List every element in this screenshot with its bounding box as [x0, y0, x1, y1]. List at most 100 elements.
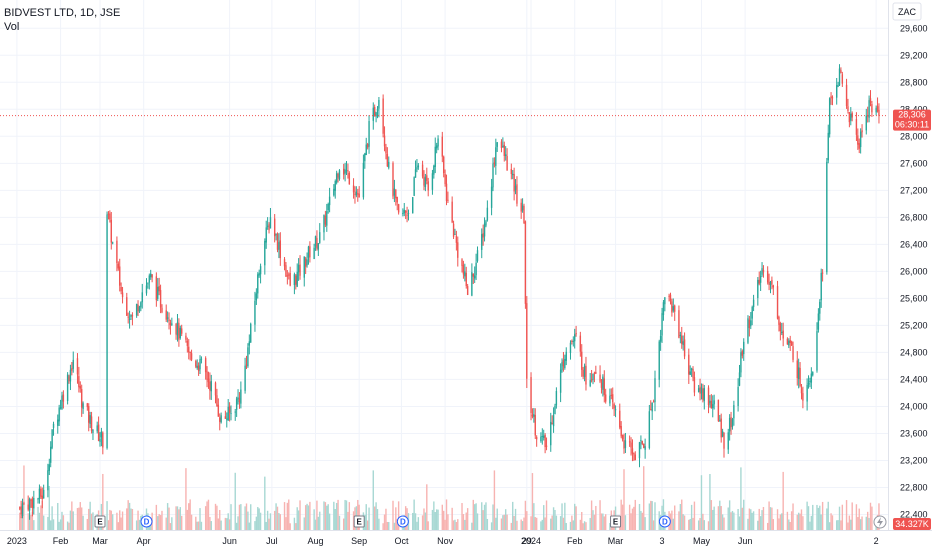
volume-bar [809, 521, 811, 530]
volume-bar [638, 503, 641, 530]
volume-bar [431, 509, 434, 530]
time-tick-label: 2 [874, 536, 879, 546]
candle-body [602, 376, 604, 390]
candle-body [679, 334, 682, 336]
candle-body [664, 297, 666, 305]
candle-body [503, 144, 505, 156]
volume-bar [92, 512, 94, 530]
volume-bar [416, 521, 418, 530]
candle-body [644, 446, 646, 450]
volume-bar [376, 509, 379, 530]
volume-bar [865, 516, 867, 530]
candle-body [382, 98, 384, 134]
candle-body [317, 243, 320, 250]
candle-body [219, 417, 221, 422]
candle-body [758, 279, 760, 284]
candle-body [565, 351, 567, 361]
candle-body [876, 106, 879, 112]
volume-bar [452, 520, 455, 530]
candle-body [185, 335, 187, 340]
candle-body [207, 378, 210, 383]
volume-bar [323, 501, 325, 530]
volume-bar [628, 504, 631, 530]
volume-bar [445, 499, 448, 530]
candle-body [90, 416, 93, 432]
candle-body [585, 365, 587, 385]
volume-bar [520, 519, 522, 530]
volume-bar [86, 518, 89, 530]
volume-legend-label[interactable]: Vol [4, 21, 20, 33]
volume-bar [342, 518, 345, 530]
candle-body [257, 274, 259, 294]
volume-bar [197, 521, 200, 530]
volume-bar [662, 499, 665, 530]
candle-body [161, 307, 163, 313]
candle-body [41, 495, 43, 500]
time-tick-label: Jun [738, 536, 753, 546]
price-tick-label: 22,400 [900, 509, 928, 519]
candle-body [457, 242, 459, 258]
volume-bar [602, 513, 604, 530]
candle-body [416, 167, 418, 170]
volume-bar [641, 512, 644, 530]
volume-bar [230, 504, 232, 530]
flash-icon[interactable] [873, 515, 887, 529]
volume-bar [461, 503, 463, 530]
volume-bar [392, 500, 394, 530]
volume-bar [210, 521, 212, 530]
time-tick-label: Oct [394, 536, 409, 546]
price-tick-label: 25,600 [900, 293, 928, 303]
candle-body [337, 173, 339, 178]
candle-body [555, 391, 558, 406]
earnings-marker[interactable]: E [353, 515, 365, 528]
price-axis-ticks[interactable]: 22,400 22,800 23,200 23,600 24,000 24,400 24,8… [900, 23, 928, 519]
volume-bar [674, 505, 676, 530]
volume-bar [682, 514, 684, 530]
volume-bar [524, 500, 527, 530]
volume-bar [90, 513, 93, 530]
candlesticks [19, 64, 880, 520]
earnings-marker[interactable]: E [610, 515, 622, 528]
price-tick-label: 28,000 [900, 131, 928, 141]
candle-body [633, 453, 635, 455]
volume-bar [50, 520, 52, 530]
candle-body [821, 272, 824, 274]
volume-bar [476, 513, 479, 530]
earnings-marker[interactable]: E [94, 515, 106, 528]
dividend-marker[interactable]: D [658, 515, 671, 528]
volume-bar [574, 503, 576, 530]
volume-bar [209, 516, 211, 530]
volume-bar [276, 506, 279, 530]
candle-body [541, 436, 544, 438]
symbol-title[interactable]: BIDVEST LTD, 1D, JSE [4, 7, 121, 19]
volume-bar [106, 501, 108, 530]
dividend-marker[interactable]: D [396, 515, 409, 528]
volume-bar [690, 504, 693, 530]
candle-body [476, 250, 479, 261]
candle-body [368, 121, 370, 147]
candle-body [423, 176, 425, 186]
dividend-marker[interactable]: D [140, 515, 153, 528]
candle-body [444, 174, 446, 185]
candle-body [599, 374, 601, 382]
volume-bar [451, 507, 453, 530]
candle-body [603, 378, 605, 395]
candle-body [50, 446, 52, 463]
volume-bar [52, 519, 55, 530]
candle-body [275, 234, 277, 236]
candle-body [572, 340, 574, 342]
candle-body [52, 423, 55, 428]
currency-badge[interactable]: ZAC [892, 2, 922, 21]
candle-body [857, 135, 859, 145]
candle-body [727, 432, 729, 450]
volume-bar [334, 508, 336, 530]
volume-bar [562, 517, 565, 530]
volume-bar [699, 518, 701, 530]
volume-bar [248, 522, 251, 530]
candle-body [861, 130, 863, 133]
volume-bar [643, 466, 645, 530]
volume-bar [71, 501, 73, 530]
volume-bar [806, 501, 808, 530]
